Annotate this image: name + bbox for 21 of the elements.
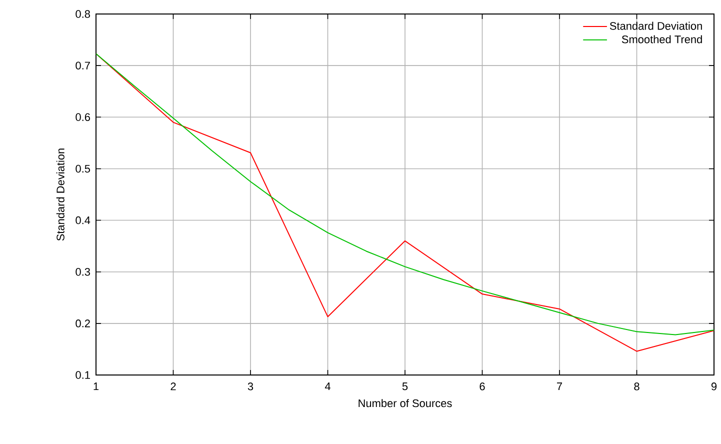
y-axis-title: Standard Deviation: [56, 148, 64, 241]
y-tick-label: 0.4: [76, 216, 90, 224]
y-tick-label: 0.3: [76, 268, 90, 276]
x-axis-title: Number of Sources: [358, 399, 452, 408]
x-tick-label: 3: [248, 382, 254, 390]
x-tick-label: 6: [480, 382, 485, 390]
x-tick-label: 4: [324, 382, 330, 390]
x-tick-label: 1: [94, 382, 99, 390]
x-tick-label: 7: [557, 382, 562, 390]
y-tick-label: 0.5: [76, 164, 90, 173]
y-tick-label: 0.2: [76, 320, 90, 328]
x-tick-label: 9: [711, 382, 717, 390]
x-tick-label: 2: [170, 382, 176, 390]
x-tick-label: 8: [634, 382, 640, 390]
legend-label: Standard Deviation: [610, 22, 702, 30]
legend-label: Smoothed Trend: [622, 35, 702, 44]
y-tick-label: 0.1: [76, 371, 90, 379]
y-tick-label: 0.6: [76, 113, 90, 122]
y-tick-label: 0.7: [76, 62, 90, 70]
y-tick-label: 0.8: [76, 10, 90, 18]
x-tick-label: 5: [402, 382, 408, 390]
